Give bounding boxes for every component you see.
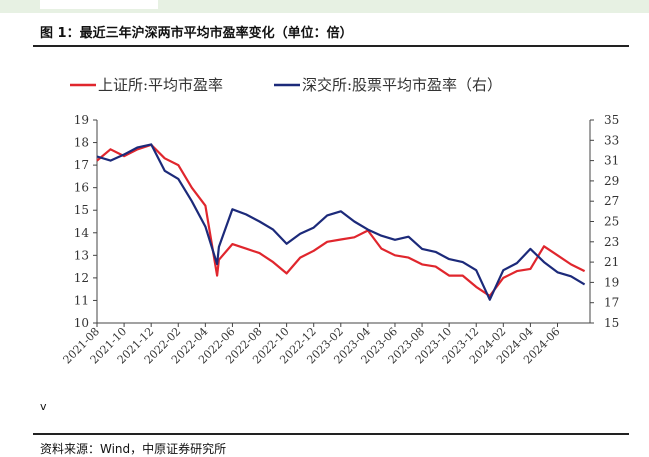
legend-label: 上证所:平均市盈率: [98, 76, 223, 94]
y-left-tick-label: 12: [74, 271, 89, 285]
y-left-tick-label: 17: [74, 158, 89, 172]
y-left-tick-label: 16: [74, 181, 89, 195]
chart-legend: 上证所:平均市盈率 深交所:股票平均市盈率（右）: [70, 76, 502, 94]
y-right-tick-label: 15: [604, 316, 619, 330]
y-left-tick-label: 10: [74, 316, 89, 330]
y-right-tick-label: 27: [604, 194, 619, 208]
y-right-tick-label: 31: [604, 154, 619, 168]
y-right-tick-label: 29: [604, 174, 619, 188]
y-left-tick-label: 19: [74, 113, 89, 127]
header-band-gap: [40, 0, 158, 9]
y-right-tick-label: 35: [604, 113, 619, 127]
title-divider: [33, 45, 629, 47]
source-note: 资料来源：Wind，中原证券研究所: [40, 442, 227, 456]
y-right-tick-label: 33: [604, 133, 619, 147]
line-chart: 上证所:平均市盈率 深交所:股票平均市盈率（右） 10 11 12 13 14 15 16 17…: [61, 76, 620, 366]
series-line-sse: [96, 143, 586, 297]
figure-title: 图 1：最近三年沪深两市平均市盈率变化（单位：倍）: [40, 26, 353, 41]
chart-lines: [96, 143, 586, 301]
y-left-tick-label: 11: [74, 293, 89, 307]
header-band-fill: [0, 0, 649, 13]
y-right-tick-label: 25: [604, 215, 619, 229]
y-left-tick-label: 15: [74, 203, 89, 217]
y-right-tick-label: 23: [604, 235, 619, 249]
y-right-tick-label: 21: [604, 255, 619, 269]
y-right-tick-label: 17: [604, 296, 619, 310]
y-left-tick-label: 18: [74, 136, 89, 150]
legend-label: 深交所:股票平均市盈率（右）: [302, 76, 502, 94]
y-left-tick-label: 13: [74, 248, 89, 262]
footer-divider: [33, 433, 629, 435]
series-line-szse: [96, 143, 586, 301]
y-left-tick-label: 14: [74, 226, 90, 240]
footnote-mark: v: [40, 400, 47, 413]
y-right-tick-label: 19: [604, 275, 619, 289]
header-band: [0, 0, 649, 18]
